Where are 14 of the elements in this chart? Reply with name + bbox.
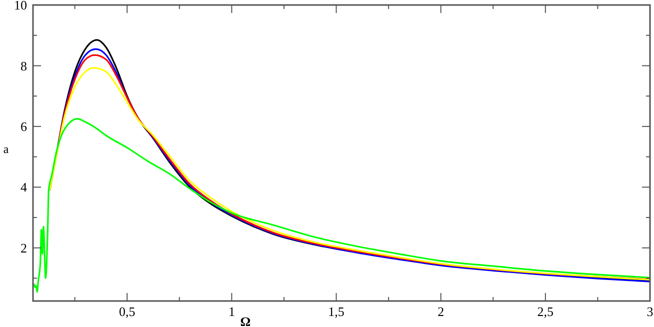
line-series	[33, 118, 650, 293]
x-tick-label: 2,5	[537, 304, 554, 319]
y-tick-label: 10	[14, 0, 27, 13]
x-tick-label: 1	[228, 304, 235, 319]
x-tick-label: 2	[438, 304, 444, 319]
x-tick-label: 1,5	[328, 304, 344, 319]
x-tick-label: 3	[646, 304, 654, 319]
y-axis-title: a	[3, 142, 10, 156]
y-tick-label: 4	[20, 180, 28, 195]
y-tick-label: 8	[20, 58, 27, 74]
y-tick-label: 2	[20, 240, 27, 256]
y-tick-label: 6	[20, 118, 28, 134]
x-tick-label: 0,5	[118, 304, 136, 319]
x-axis-title: Ω	[240, 314, 251, 327]
